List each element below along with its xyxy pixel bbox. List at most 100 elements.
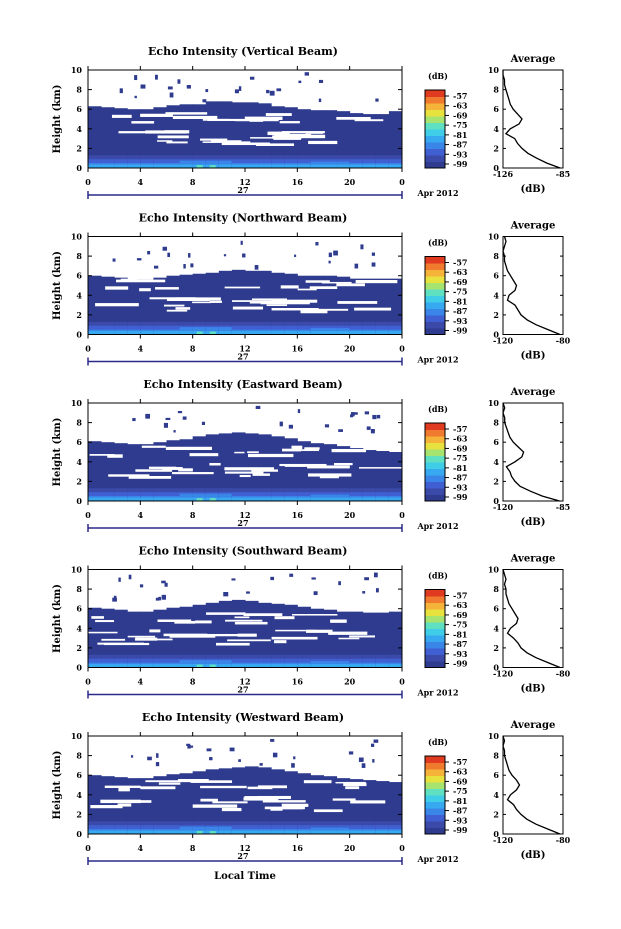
echo-cell: [336, 664, 351, 668]
echo-speck: [136, 258, 142, 261]
echo-gap: [237, 633, 257, 637]
colorbar-tick-label: -69: [453, 610, 468, 620]
echo-cell: [114, 108, 128, 168]
x-tick-label: 0: [399, 510, 405, 520]
colorbar-tick-label: -99: [453, 159, 468, 169]
x-tick-label: 20: [344, 344, 356, 354]
echo-gap: [104, 642, 150, 646]
echo-speck: [375, 98, 379, 102]
echo-cell: [101, 497, 115, 501]
echo-cell: [231, 830, 246, 834]
echo-cell: [88, 331, 102, 335]
echo-cell: [179, 331, 194, 335]
echo-cell: [284, 164, 298, 168]
echo-gap: [249, 119, 264, 122]
colorbar-segment: [425, 462, 445, 469]
colorbar-tick-label: -75: [453, 287, 467, 297]
y-tick-label: 4: [76, 124, 82, 134]
echo-speck: [266, 89, 270, 94]
echo-speck: [112, 597, 117, 602]
echo-speck: [318, 79, 324, 83]
echo-cell: [101, 164, 115, 168]
colorbar-segment: [425, 155, 445, 162]
echo-cell: [196, 831, 203, 834]
echo-speck: [354, 412, 358, 415]
echo-cell: [218, 331, 233, 335]
echo-cell: [205, 327, 220, 335]
x-tick-label: 0: [85, 677, 91, 687]
echo-gap: [190, 780, 233, 783]
echo-cell: [245, 331, 259, 335]
echo-gap: [172, 115, 218, 119]
echo-cell: [349, 448, 364, 501]
echo-gap: [166, 309, 188, 312]
echo-gap: [256, 143, 295, 147]
colorbar-segment: [425, 276, 445, 283]
colorbar-segment: [425, 263, 445, 270]
profile-y-tick-label: 6: [493, 271, 499, 281]
echo-cell: [323, 497, 338, 501]
x-tick-label: 8: [190, 843, 196, 853]
echo-gap: [308, 473, 352, 477]
panel-0: Echo Intensity (Vertical Beam) 0 2 4 6 8 10 0 4 8…: [52, 45, 570, 199]
echo-cell: [140, 444, 154, 501]
colorbar-tick-label: -57: [453, 258, 467, 268]
colorbar-tick-label: -87: [453, 473, 467, 483]
colorbar-tick-label: -69: [453, 776, 468, 786]
y-axis-label: Height (km): [52, 418, 63, 487]
echo-cell: [297, 164, 311, 168]
echo-cell: [127, 331, 141, 335]
echo-speck: [293, 756, 296, 760]
y-tick-label: 2: [76, 310, 82, 320]
echo-cell: [349, 664, 364, 668]
y-tick-label: 2: [76, 809, 82, 819]
echo-speck: [158, 596, 162, 601]
echo-cell: [153, 609, 167, 668]
echo-cell: [323, 275, 338, 335]
x-tick-label: 12: [239, 510, 250, 520]
echo-cell: [258, 830, 272, 834]
echo-speck: [231, 578, 236, 581]
echo-gap: [204, 633, 240, 637]
echo-cell: [205, 493, 220, 501]
colorbar-tick-label: -57: [453, 424, 467, 434]
echo-cell: [258, 664, 272, 668]
echo-speck: [202, 99, 207, 103]
echo-gap: [239, 474, 251, 478]
echo-gap: [257, 785, 288, 789]
echo-gap: [127, 635, 156, 638]
echo-cell: [101, 107, 115, 168]
echo-speck: [315, 242, 319, 246]
echo-speck: [370, 743, 375, 747]
echo-gap: [349, 635, 376, 638]
echo-gap: [140, 786, 176, 790]
echo-gap: [101, 638, 126, 641]
panel-title: Echo Intensity (Westward Beam): [142, 711, 344, 724]
echo-speck: [364, 577, 369, 581]
echo-speck: [370, 429, 375, 434]
colorbar-segment: [425, 161, 445, 169]
echo-gap: [274, 616, 295, 620]
echo-cell: [323, 331, 338, 335]
echo-cell: [218, 160, 233, 168]
echo-cell: [271, 497, 285, 501]
echo-speck: [177, 79, 181, 84]
echo-cell: [349, 830, 364, 834]
echo-cell: [271, 603, 285, 668]
day-label: 27: [237, 518, 248, 528]
colorbar-tick-label: -81: [453, 629, 467, 639]
echo-gap: [171, 472, 214, 475]
echo-cell: [218, 497, 233, 501]
colorbar-segment: [425, 589, 445, 597]
profile-title: Average: [510, 54, 556, 65]
echo-cell: [179, 274, 194, 335]
echo-cell: [245, 433, 259, 501]
echo-gap: [178, 468, 193, 472]
echo-gap: [165, 446, 212, 450]
colorbar-label: (dB): [428, 71, 448, 81]
echo-gap: [104, 785, 141, 789]
echo-gap: [291, 613, 338, 616]
echo-gap: [232, 306, 264, 310]
echo-gap: [175, 307, 191, 310]
echo-cell: [218, 660, 233, 668]
